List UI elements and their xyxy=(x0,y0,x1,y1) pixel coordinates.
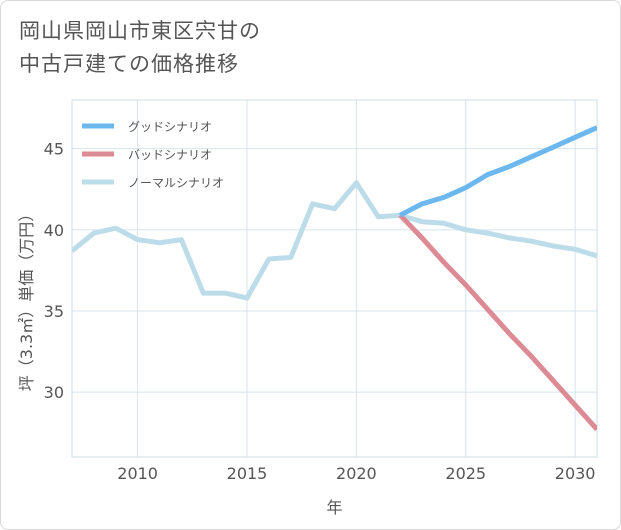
x-axis-label: 年 xyxy=(326,498,342,517)
y-tick-labels: 30 35 40 45 xyxy=(44,140,64,402)
x-tick-labels: 2010 2015 2020 2025 2030 xyxy=(117,464,595,483)
y-tick-label: 40 xyxy=(44,221,64,240)
normal-scenario-line xyxy=(72,180,597,301)
y-tick-label: 35 xyxy=(44,302,64,321)
chart-title: 岡山県岡山市東区宍甘の 中古戸建ての価格推移 xyxy=(19,15,539,81)
grid-lines xyxy=(72,100,597,457)
series-lines xyxy=(72,125,597,432)
good-scenario-line xyxy=(398,125,597,218)
chart-title-line-1: 岡山県岡山市東区宍甘の xyxy=(19,19,261,43)
legend-label: ノーマルシナリオ xyxy=(128,176,224,190)
bad-scenario-line xyxy=(398,213,597,432)
legend-item-normal: ノーマルシナリオ xyxy=(82,176,224,190)
chart-title-line-2: 中古戸建ての価格推移 xyxy=(19,52,239,76)
plot-area xyxy=(71,99,598,458)
x-tick-label: 2020 xyxy=(336,464,377,483)
legend-label: グッドシナリオ xyxy=(128,120,212,134)
legend-label: バッドシナリオ xyxy=(128,148,212,162)
legend-item-bad: バッドシナリオ xyxy=(82,148,212,162)
legend-item-good: グッドシナリオ xyxy=(82,120,212,134)
y-tick-label: 45 xyxy=(44,140,64,159)
x-tick-label: 2030 xyxy=(555,464,596,483)
x-tick-label: 2015 xyxy=(227,464,268,483)
x-tick-label: 2025 xyxy=(445,464,486,483)
y-tick-label: 30 xyxy=(44,383,64,402)
x-tick-label: 2010 xyxy=(117,464,158,483)
y-axis-label: 坪（3.3㎡）単価（万円） xyxy=(17,206,36,391)
